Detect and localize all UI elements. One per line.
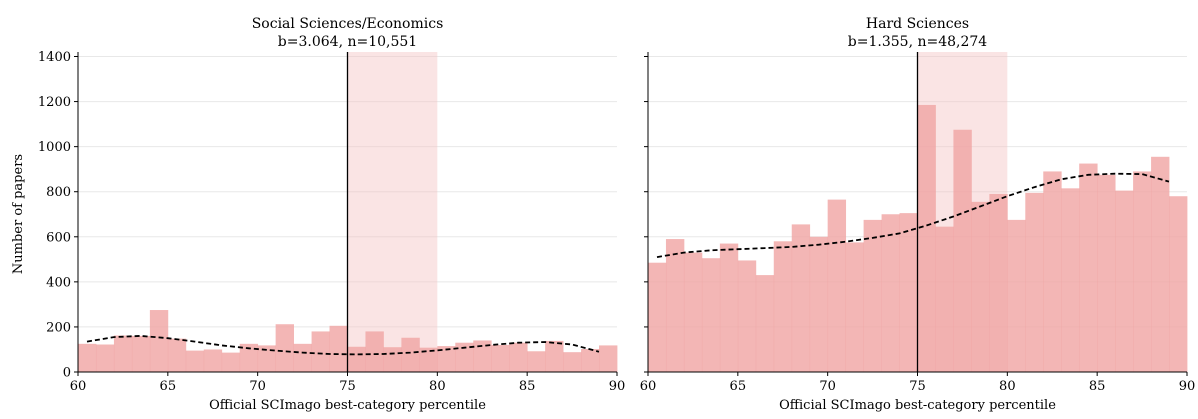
histogram-bar — [1007, 219, 1026, 372]
histogram-bar — [935, 226, 954, 372]
histogram-bar — [149, 310, 169, 372]
histogram-bar — [293, 343, 312, 372]
histogram-bar — [239, 343, 259, 372]
chart-subtitle: b=3.064, n=10,551 — [278, 34, 417, 50]
histogram-bar — [648, 262, 667, 372]
histogram-bar — [737, 260, 757, 372]
histogram-bar — [971, 201, 990, 372]
highlight-band — [347, 52, 438, 372]
histogram-bar — [1061, 188, 1080, 372]
histogram-bar — [563, 352, 582, 372]
histogram-bar — [167, 338, 187, 372]
histogram-bar — [365, 331, 384, 372]
histogram-bar — [113, 335, 133, 372]
histogram-bar — [989, 193, 1008, 372]
x-tick-label: 65 — [730, 379, 747, 394]
histogram-bar — [665, 239, 685, 372]
x-tick-label: 65 — [160, 379, 177, 394]
histogram-bar — [78, 343, 97, 372]
histogram-bar — [1115, 190, 1134, 372]
histogram-bar — [491, 344, 510, 372]
histogram-bar — [599, 345, 618, 372]
histogram-bar — [401, 337, 420, 372]
histogram-bar — [719, 243, 739, 372]
histogram-bar — [347, 346, 366, 372]
x-tick-label: 70 — [819, 379, 836, 394]
histogram-bar — [437, 346, 456, 372]
histogram-bar — [257, 345, 277, 372]
fit-curve — [86, 334, 600, 356]
x-tick-label: 75 — [339, 379, 356, 394]
histogram-bar — [581, 349, 600, 372]
histogram-bar — [827, 199, 847, 372]
histogram-bar — [881, 214, 900, 372]
histogram-bar — [527, 351, 546, 372]
histogram-bar — [1079, 163, 1098, 372]
y-tick-label: 1400 — [38, 50, 71, 65]
fit-curve — [656, 172, 1170, 258]
x-tick-label: 60 — [640, 379, 657, 394]
histogram-bar — [755, 275, 775, 372]
chart-title: Social Sciences/Economics — [252, 16, 444, 32]
x-tick-label: 70 — [249, 379, 266, 394]
y-tick-label: 600 — [46, 230, 71, 245]
panel-hard-sciences: 60 65 70 75 80 85 90 Hard Sciences b=1.355, n=48… — [640, 16, 1196, 413]
histogram-bar — [203, 349, 223, 372]
panel-social-sciences: 60 65 70 75 80 85 90 0 200 400 600 800 1000 1200 1400 S… — [38, 16, 625, 413]
histogram-bar — [773, 241, 793, 372]
x-axis-label: Official SCImago best-category percentil… — [209, 398, 486, 413]
histogram-bar — [1169, 196, 1188, 372]
chart-subtitle: b=1.355, n=48,274 — [848, 34, 987, 50]
histogram-bar — [545, 340, 564, 372]
histogram-bar — [953, 129, 972, 372]
x-tick-label: 80 — [429, 379, 446, 394]
x-tick-label: 90 — [609, 379, 626, 394]
histogram-bar — [185, 350, 205, 372]
y-tick-label: 800 — [46, 185, 71, 200]
histogram-bar — [455, 342, 474, 372]
y-axis-label: Number of papers — [11, 154, 26, 274]
histogram-bar — [917, 104, 936, 372]
y-tick-label: 1000 — [38, 140, 71, 155]
histogram-bar — [383, 347, 402, 372]
histogram-bar — [329, 325, 348, 372]
x-tick-label: 80 — [999, 379, 1016, 394]
histogram-bar — [1097, 174, 1116, 372]
histogram-bar — [1043, 171, 1062, 372]
histogram-bar — [311, 331, 330, 372]
histogram-bar — [419, 347, 438, 372]
y-tick-label: 0 — [63, 366, 71, 381]
histogram-bar — [131, 335, 151, 372]
histogram-bar — [95, 344, 115, 372]
histogram-bar — [1133, 171, 1152, 372]
y-tick-label: 400 — [46, 275, 71, 290]
histogram-bar — [809, 236, 829, 372]
histogram-bar — [221, 352, 241, 372]
histogram-bar — [275, 324, 294, 372]
y-tick-label: 200 — [46, 320, 71, 335]
histogram-bar — [863, 219, 882, 372]
x-tick-label: 60 — [70, 379, 87, 394]
histogram-bar — [473, 340, 492, 372]
chart-title: Hard Sciences — [866, 16, 969, 32]
histogram-bar — [1025, 192, 1044, 372]
histogram-bar — [509, 342, 528, 372]
histogram-bar — [1151, 156, 1170, 372]
x-tick-label: 75 — [909, 379, 926, 394]
histogram-bar — [899, 213, 918, 372]
histogram-bar — [845, 242, 864, 372]
x-axis-label: Official SCImago best-category percentil… — [779, 398, 1056, 413]
histogram-bar — [683, 252, 703, 372]
x-tick-label: 85 — [519, 379, 536, 394]
y-tick-label: 1200 — [38, 95, 71, 110]
histogram-bar — [701, 258, 721, 372]
x-tick-label: 90 — [1179, 379, 1196, 394]
x-tick-label: 85 — [1089, 379, 1106, 394]
histogram-bar — [791, 224, 811, 372]
